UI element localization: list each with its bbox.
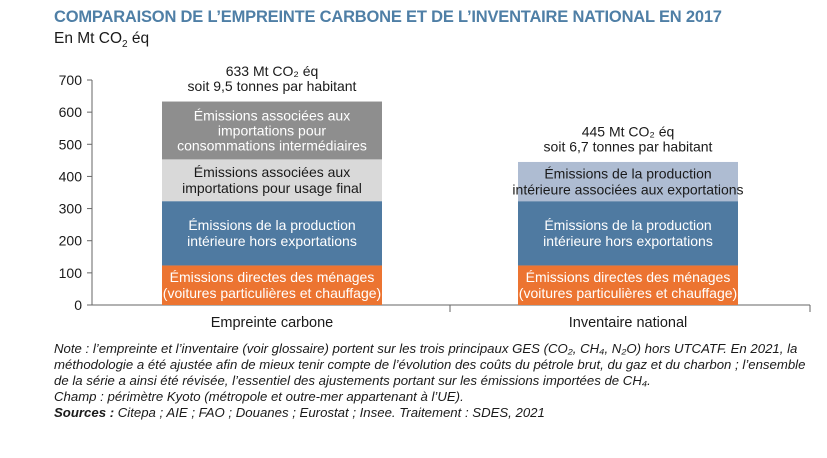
y-tick-label: 400: [59, 168, 83, 184]
unit-suffix: éq: [127, 30, 150, 47]
sources-text: Citepa ; AIE ; FAO ; Douanes ; Eurostat …: [114, 405, 545, 420]
segment-label-production: Émissions de la production intérieure hor…: [543, 217, 713, 249]
x-category-label: Inventaire national: [569, 315, 688, 331]
segment-label-final_imports: Émissions associées aux importations pour…: [182, 164, 362, 196]
y-tick-label: 700: [59, 72, 83, 88]
unit-subscript: 2: [122, 39, 128, 51]
stacked-bar-chart: 0 100 200 300 400 500 600 700 Émissions directes…: [59, 63, 811, 331]
y-tick-label: 200: [59, 233, 83, 249]
unit-text: En Mt CO: [54, 30, 123, 47]
bar-segment-production: [518, 201, 738, 266]
y-tick-label: 300: [59, 201, 83, 217]
sources-line: Sources : Citepa ; AIE ; FAO ; Douanes ;…: [54, 405, 814, 421]
bar-total-label: 445 Mt CO₂ éq soit 6,7 tonnes par habitan…: [544, 123, 713, 154]
chart-notes: Note : l’empreinte et l’inventaire (voir…: [54, 341, 814, 421]
segment-label-direct: Émissions directes des ménages (voitures …: [519, 269, 737, 301]
y-tick-label: 100: [59, 265, 83, 281]
bar-segment-final_imports: [162, 159, 382, 202]
bar-segment-intermediate_imports: [162, 101, 382, 160]
segment-label-intermediate_imports: Émissions associées aux importations pour…: [177, 107, 367, 153]
bar-segment-direct: [518, 265, 738, 305]
y-tick-label: 0: [74, 297, 82, 313]
scope-text: Champ : périmètre Kyoto (métropole et ou…: [54, 389, 464, 404]
sources-label: Sources :: [54, 405, 115, 420]
y-tick-label: 600: [59, 104, 83, 120]
segment-label-production: Émissions de la production intérieure hor…: [187, 217, 357, 249]
bar-segment-production: [162, 201, 382, 266]
chart-unit: En Mt CO2 éq: [54, 30, 149, 50]
bar-segment-direct: [162, 265, 382, 305]
bar-segment-exports: [518, 161, 738, 202]
bar-total-label: 633 Mt CO₂ éq soit 9,5 tonnes par habitan…: [188, 63, 357, 94]
chart-title: COMPARAISON DE L’EMPREINTE CARBONE ET DE…: [54, 8, 722, 26]
note-text: Note : l’empreinte et l’inventaire (voir…: [54, 341, 806, 388]
segment-label-exports: Émissions de la production intérieure ass…: [512, 165, 743, 197]
y-tick-label: 500: [59, 136, 83, 152]
x-category-label: Empreinte carbone: [211, 315, 334, 331]
segment-label-direct: Émissions directes des ménages (voitures …: [163, 269, 381, 301]
